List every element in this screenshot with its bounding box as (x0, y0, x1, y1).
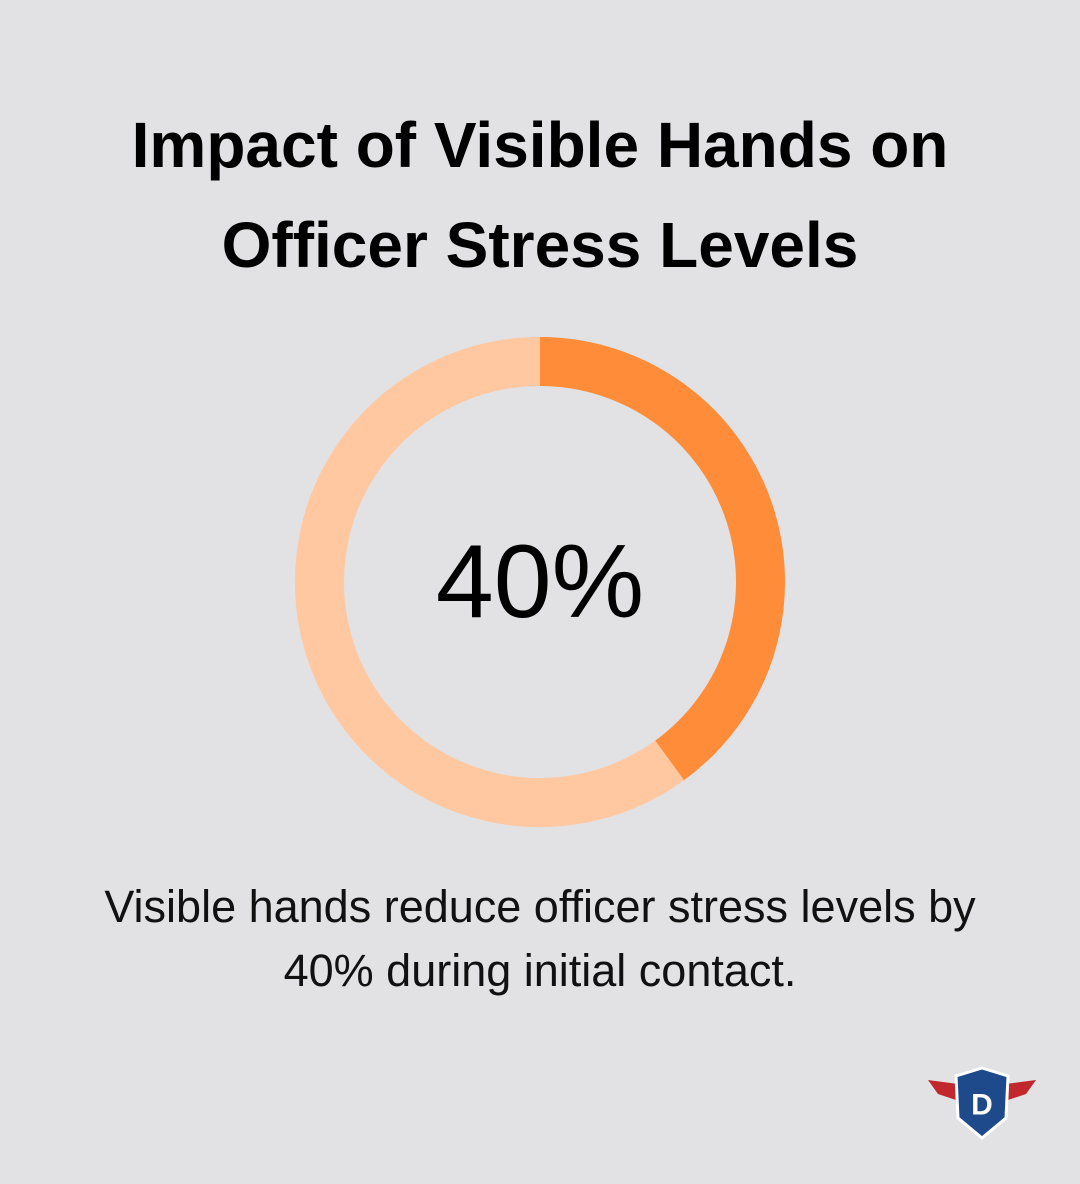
logo: D (928, 1066, 1036, 1140)
title: Impact of Visible Hands on Officer Stres… (131, 109, 949, 281)
donut-segment (539, 337, 785, 781)
logo-text: D (971, 1089, 993, 1122)
donut-segment (295, 337, 684, 827)
donut (295, 337, 785, 827)
caption: Visible hands reduce officer stress leve… (104, 881, 976, 996)
center-label: 40% (436, 524, 644, 640)
